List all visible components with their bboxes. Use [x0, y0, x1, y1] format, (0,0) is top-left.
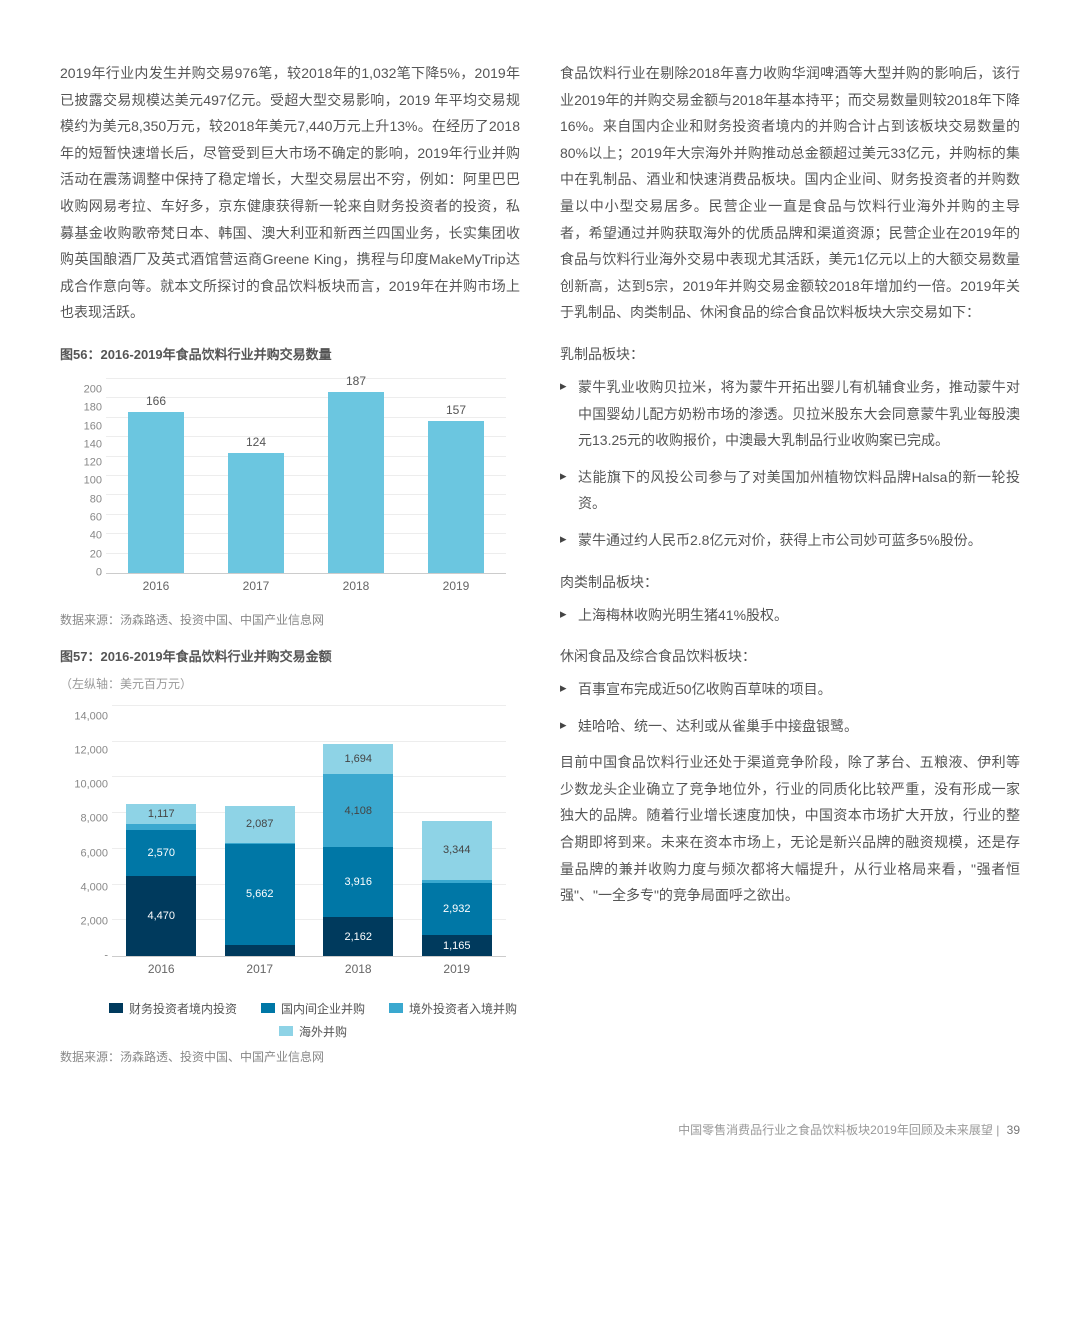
chart2-title: 图57：2016-2019年食品饮料行业并购交易金额: [60, 646, 520, 665]
right-column: 食品饮料行业在剔除2018年喜力收购华润啤酒等大型并购的影响后，该行业2019年…: [560, 60, 1020, 1081]
right-paragraph-1: 食品饮料行业在剔除2018年喜力收购华润啤酒等大型并购的影响后，该行业2019年…: [560, 60, 1020, 326]
snack-list: 百事宣布完成近50亿收购百草味的项目。娃哈哈、统一、达利或从雀巢手中接盘银鹭。: [560, 676, 1020, 739]
chart2-axis-note: （左纵轴：美元百万元）: [60, 675, 520, 692]
legend-item: 国内间企业并购: [261, 1000, 365, 1017]
list-item: 蒙牛通过约人民币2.8亿元对价，获得上市公司妙可蓝多5%股份。: [560, 527, 1020, 554]
list-item: 蒙牛乳业收购贝拉米，将为蒙牛开拓出婴儿有机辅食业务，推动蒙牛对中国婴幼儿配方奶粉…: [560, 374, 1020, 454]
list-item: 百事宣布完成近50亿收购百草味的项目。: [560, 676, 1020, 703]
legend-item: 财务投资者境内投资: [109, 1000, 237, 1017]
legend-item: 境外投资者入境并购: [389, 1000, 517, 1017]
list-item: 娃哈哈、统一、达利或从雀巢手中接盘银鹭。: [560, 713, 1020, 740]
left-column: 2019年行业内发生并购交易976笔，较2018年的1,032笔下降5%，201…: [60, 60, 520, 1081]
left-paragraph-1: 2019年行业内发生并购交易976笔，较2018年的1,032笔下降5%，201…: [60, 60, 520, 326]
right-paragraph-2: 目前中国食品饮料行业还处于渠道竞争阶段，除了茅台、五粮液、伊利等少数龙头企业确立…: [560, 749, 1020, 909]
two-column-layout: 2019年行业内发生并购交易976笔，较2018年的1,032笔下降5%，201…: [60, 60, 1020, 1081]
chart1-source: 数据来源：汤森路透、投资中国、中国产业信息网: [60, 611, 520, 628]
list-item: 上海梅林收购光明生猪41%股权。: [560, 602, 1020, 629]
list-item: 达能旗下的风投公司参与了对美国加州植物饮料品牌Halsa的新一轮投资。: [560, 464, 1020, 517]
chart2-legend: 财务投资者境内投资 国内间企业并购 境外投资者入境并购海外并购: [60, 1000, 520, 1040]
page-footer: 中国零售消费品行业之食品饮料板块2019年回顾及未来展望 | 39: [60, 1121, 1020, 1138]
chart2-source: 数据来源：汤森路透、投资中国、中国产业信息网: [60, 1048, 520, 1065]
legend-item: 海外并购: [279, 1023, 347, 1040]
footer-text: 中国零售消费品行业之食品饮料板块2019年回顾及未来展望: [678, 1123, 993, 1137]
meat-section-label: 肉类制品板块：: [560, 572, 1020, 592]
chart1-title: 图56：2016-2019年食品饮料行业并购交易数量: [60, 344, 520, 363]
snack-section-label: 休闲食品及综合食品饮料板块：: [560, 646, 1020, 666]
chart2: 14,00012,00010,0008,0006,0004,0002,000-4…: [60, 700, 520, 990]
meat-list: 上海梅林收购光明生猪41%股权。: [560, 602, 1020, 629]
dairy-section-label: 乳制品板块：: [560, 344, 1020, 364]
page-number: 39: [1007, 1123, 1020, 1137]
chart1: 2001801601401201008060402001661241871572…: [60, 373, 520, 603]
dairy-list: 蒙牛乳业收购贝拉米，将为蒙牛开拓出婴儿有机辅食业务，推动蒙牛对中国婴幼儿配方奶粉…: [560, 374, 1020, 554]
